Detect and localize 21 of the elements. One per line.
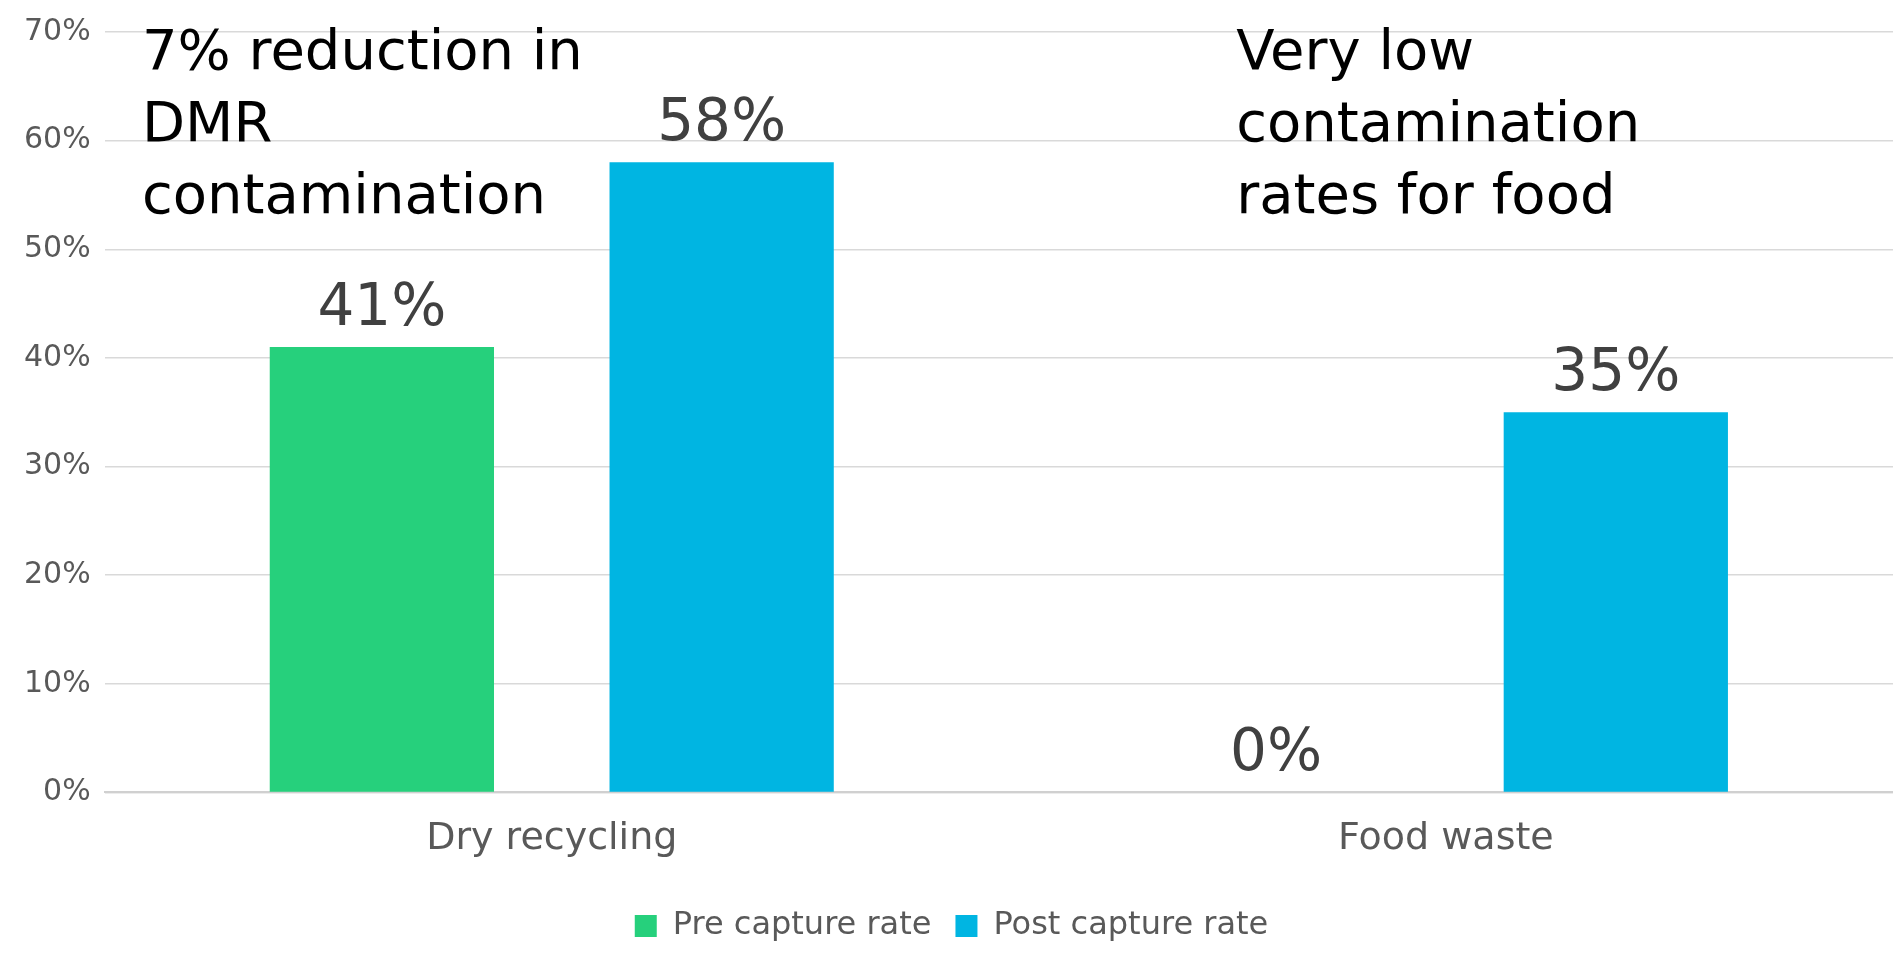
x-tick-label: Dry recycling: [426, 814, 678, 859]
y-tick-label: 50%: [23, 229, 91, 265]
bar: [609, 162, 834, 792]
text: 35%: [1551, 336, 1681, 405]
text: 0%: [1230, 716, 1323, 785]
y-tick-label: 30%: [23, 446, 91, 482]
bar: [1503, 412, 1728, 792]
y-tick-label: 60%: [23, 120, 91, 156]
text: 41%: [317, 271, 447, 340]
legend-label: Post capture rate: [993, 904, 1269, 943]
y-tick-label: 70%: [23, 11, 91, 47]
annotation: Very low contamination rates for food: [1236, 17, 1641, 227]
legend-label: Pre capture rate: [672, 904, 932, 943]
y-tick-label: 40%: [23, 337, 91, 373]
annotation: 7% reduction in DMR contamination: [141, 17, 583, 227]
y-tick-label: 20%: [23, 554, 91, 590]
y-tick-label: 0%: [43, 772, 91, 808]
bar: [269, 347, 494, 792]
x-tick-label: Food waste: [1338, 814, 1554, 859]
text: 58%: [657, 86, 787, 155]
y-tick-label: 10%: [23, 663, 91, 699]
